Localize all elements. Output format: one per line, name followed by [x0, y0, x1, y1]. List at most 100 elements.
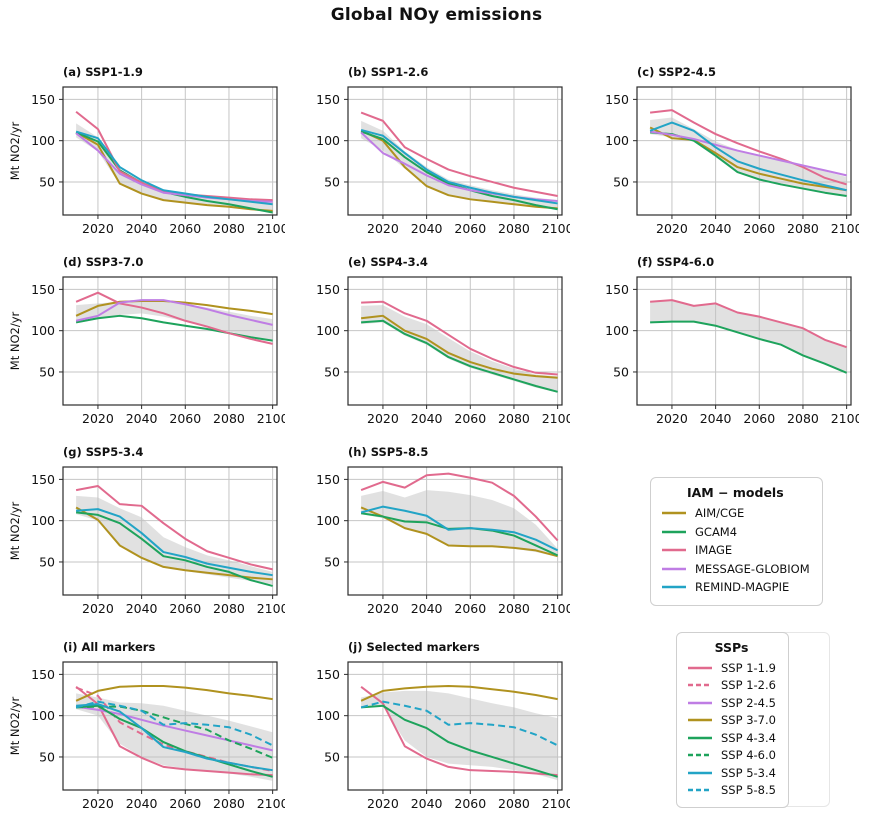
panel-b-plot: 2020 2040 2060 2080 2100 50 100 150 (b) SSP1-2.6 — [316, 65, 570, 236]
tick-label-y: 50 — [613, 364, 629, 379]
tick-label-x: 2020 — [82, 411, 114, 426]
panel-g-plot: 2020 2040 2060 2080 2100 50 100 150 (g) SSP5-3.4… — [8, 445, 285, 616]
legend-entry-label: SSP 4-6.0 — [721, 748, 776, 763]
legend-entry: SSP 4-6.0 — [687, 747, 776, 765]
legend-ssps: SSPs SSP 1-1.9 SSP 1-2.6 SSP 2-4.5 SSP 3-7.… — [676, 632, 789, 808]
tick-label-y: 150 — [31, 282, 55, 297]
tick-label-x: 2080 — [498, 221, 530, 236]
tick-label-y: 50 — [324, 749, 340, 764]
plot-border — [347, 86, 563, 216]
legend-entry-label: SSP 1-1.9 — [721, 660, 776, 675]
uncertainty-band — [361, 305, 558, 393]
legend-iam-models: IAM − models AIM/CGE GCAM4 IMAGE MESSAGE-GL… — [650, 477, 823, 606]
uncertainty-band — [650, 300, 847, 373]
series-line-AIM-CGE — [360, 129, 558, 210]
legend-entry: SSP 5-3.4 — [687, 764, 776, 782]
figure-title: Global NOy emissions — [330, 5, 543, 25]
tick-label-x: 2020 — [82, 601, 114, 616]
panel-f-plot: 2020 2040 2060 2080 2100 50 100 150 (f) SSP4-6.0 — [605, 255, 859, 426]
legend-line-swatch — [688, 736, 712, 739]
series-line-AIM-CGE — [649, 126, 847, 192]
tick-label-y: 50 — [39, 749, 55, 764]
tick-label-y: 50 — [324, 554, 340, 569]
plot-border — [62, 276, 278, 406]
tick-label-x: 2040 — [411, 411, 443, 426]
series-line-IMAGE — [360, 111, 558, 197]
uncertainty-band — [76, 495, 273, 585]
series-line-REMIND-MAGPIE — [360, 128, 558, 205]
tick-label-y: 50 — [39, 364, 55, 379]
tick-label-y: 150 — [605, 92, 629, 107]
legend-ssps-title: SSPs — [714, 640, 749, 655]
legend-iam-models-entries: AIM/CGE GCAM4 IMAGE MESSAGE-GLOBIOM REMIND-M… — [661, 504, 810, 597]
tick-label-x: 2100 — [257, 411, 285, 426]
series-line-IMAGE — [361, 300, 558, 376]
tick-label-y: 50 — [39, 174, 55, 189]
panel-h-plot: 2020 2040 2060 2080 2100 50 100 150 (h) SSP5-8.5 — [316, 445, 570, 616]
tick-label-x: 2080 — [213, 796, 245, 811]
legend-entry: AIM/CGE — [661, 504, 810, 523]
tick-label-x: 2080 — [213, 601, 245, 616]
legend-line-swatch — [662, 512, 686, 515]
tick-label-x: 2020 — [367, 796, 399, 811]
series-line-IMAGE — [75, 484, 273, 571]
legend-ssps-entries: SSP 1-1.9 SSP 1-2.6 SSP 2-4.5 SSP 3-7.0 SSP … — [687, 659, 776, 799]
tick-label-x: 2060 — [454, 221, 486, 236]
plot-border — [347, 661, 563, 791]
tick-label-y: 150 — [31, 472, 55, 487]
series-line-SSP-1-1.9 — [360, 685, 558, 777]
legend-entry-label: SSP 3-7.0 — [721, 713, 776, 728]
legend-entry-label: SSP 5-8.5 — [721, 783, 776, 798]
tick-label-y: 100 — [605, 323, 629, 338]
legend-line-swatch — [662, 586, 686, 589]
legend-line-swatch — [688, 684, 712, 687]
legend-entry-label: MESSAGE-GLOBIOM — [695, 561, 810, 576]
tick-label-x: 2040 — [126, 411, 158, 426]
tick-label-x: 2100 — [542, 796, 570, 811]
tick-label-x: 2100 — [542, 411, 570, 426]
tick-label-x: 2100 — [257, 601, 285, 616]
tick-label-x: 2080 — [213, 221, 245, 236]
panel-c-plot: 2020 2040 2060 2080 2100 50 100 150 (c) SSP2-4.5 — [605, 65, 859, 236]
series-line-IMAGE — [75, 291, 273, 345]
series-line-MESSAGE-GLOBIOM — [75, 299, 273, 326]
tick-label-y: 100 — [605, 133, 629, 148]
tick-label-x: 2040 — [411, 796, 443, 811]
panel-j-title: (j) Selected markers — [348, 640, 480, 654]
uncertainty-band — [650, 117, 847, 197]
series-line-SSP-5-8.5 — [360, 700, 559, 747]
tick-label-x: 2100 — [831, 411, 859, 426]
tick-label-x: 2080 — [213, 411, 245, 426]
series-line-SSP-5-8.5 — [75, 700, 274, 747]
series-line-AIM-CGE — [360, 314, 558, 379]
tick-label-x: 2100 — [542, 601, 570, 616]
series-line-GCAM4 — [361, 319, 558, 393]
tick-label-x: 2020 — [82, 796, 114, 811]
legend-line-swatch — [662, 549, 686, 552]
series-line-REMIND-MAGPIE — [360, 505, 559, 552]
series-line-IMAGE — [650, 299, 847, 349]
tick-label-y: 50 — [324, 364, 340, 379]
plot-border — [62, 661, 278, 791]
plot-border — [347, 276, 563, 406]
tick-label-y: 150 — [316, 282, 340, 297]
panel-b-title: (b) SSP1-2.6 — [348, 65, 428, 79]
legend-line-swatch — [662, 530, 686, 533]
uncertainty-band — [361, 690, 558, 781]
legend-entry: GCAM4 — [661, 523, 810, 542]
tick-label-y: 100 — [31, 323, 55, 338]
tick-label-x: 2060 — [169, 221, 201, 236]
legend-entry: SSP 2-4.5 — [687, 694, 776, 712]
tick-label-y: 150 — [605, 282, 629, 297]
series-line-IMAGE — [360, 472, 559, 542]
tick-label-x: 2100 — [257, 221, 285, 236]
panel-j-plot: 2020 2040 2060 2080 2100 50 100 150 (j) Selected… — [316, 640, 570, 811]
panel-h-title: (h) SSP5-8.5 — [348, 445, 428, 459]
plot-border — [347, 466, 563, 596]
panel-g-title: (g) SSP5-3.4 — [63, 445, 143, 459]
plot-border — [636, 276, 852, 406]
series-line-GCAM4 — [75, 511, 273, 587]
legend-entry-label: SSP 1-2.6 — [721, 678, 776, 693]
y-axis-label: Mt NO2/yr — [8, 121, 22, 180]
legend-line-swatch — [688, 771, 712, 774]
